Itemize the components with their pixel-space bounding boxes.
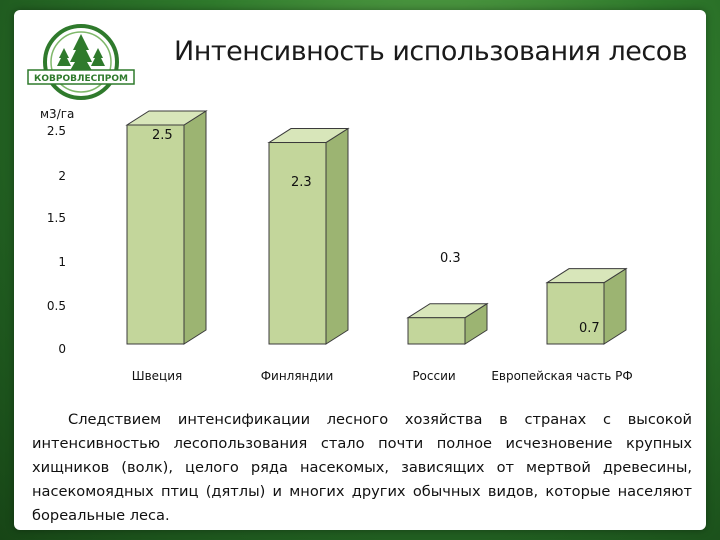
- data-label: 0.3: [440, 251, 461, 266]
- bar-chart: м3/га 2.5 2 1.5 1 0.5 0 2.5 2.3 0.3 0.7 Швеция Финля…: [40, 107, 633, 383]
- y-tick-label: 1.5: [47, 211, 66, 225]
- slide: КОВРОВЛЕСПРОМ Интенсивность использовани…: [14, 10, 706, 530]
- bar: [406, 302, 489, 345]
- data-label: 2.3: [291, 175, 312, 190]
- data-label: 2.5: [152, 128, 173, 143]
- y-tick-label: 2.5: [47, 124, 66, 138]
- x-category-label: России: [412, 369, 455, 383]
- logo-text: КОВРОВЛЕСПРОМ: [34, 74, 128, 84]
- y-tick-label: 0.5: [47, 299, 66, 313]
- y-tick-label: 2: [58, 169, 66, 183]
- logo-emblem: КОВРОВЛЕСПРОМ: [27, 24, 135, 100]
- x-category-label: Финляндии: [261, 369, 334, 383]
- bar: [545, 267, 628, 345]
- bar: [267, 127, 350, 345]
- data-label: 0.7: [579, 321, 600, 336]
- y-tick-label: 1: [58, 255, 66, 269]
- caption-text: Следствием интенсификации лесного хозяйс…: [32, 411, 692, 524]
- y-axis-label: м3/га: [40, 107, 74, 121]
- x-category-label: Швеция: [132, 369, 182, 383]
- bar: [125, 110, 208, 345]
- y-tick-label: 0: [58, 342, 66, 356]
- page-title: Интенсивность использования лесов: [174, 36, 688, 67]
- x-category-label: Европейская часть РФ: [491, 369, 632, 383]
